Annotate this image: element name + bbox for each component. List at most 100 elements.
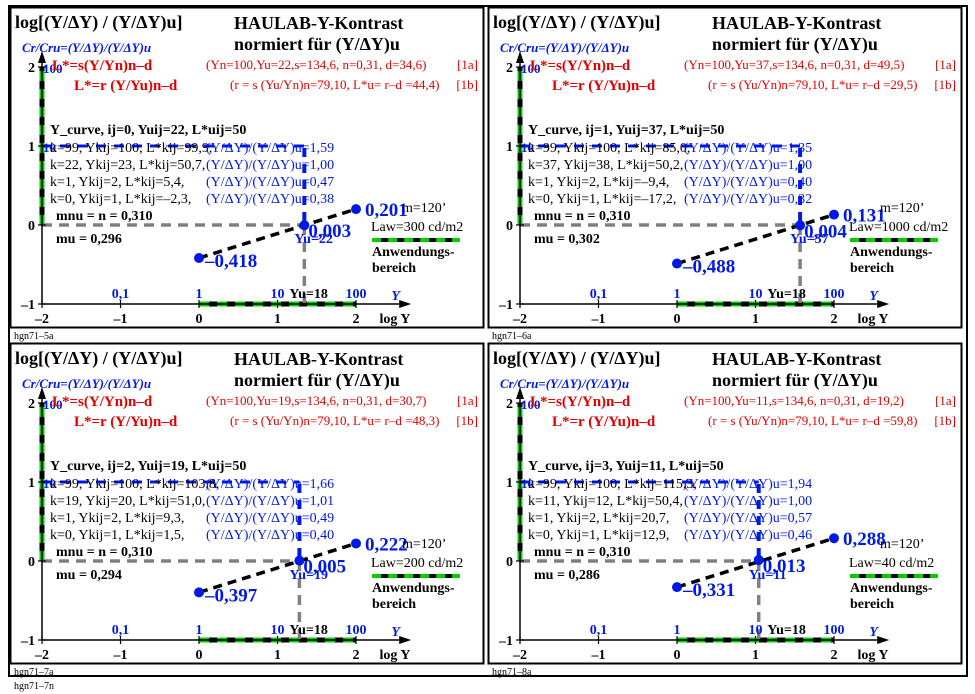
params-s: (Yn=100,Yu=37,s=134,6, n=0,31, d=49,5) bbox=[684, 57, 904, 72]
y-tick-label: 2 bbox=[28, 397, 35, 412]
angle-label: m=120’ bbox=[880, 537, 924, 552]
lstar-r-formula: L*=r (Y/Yu)n–d bbox=[74, 78, 178, 94]
yu-label: Yu=19 bbox=[289, 568, 328, 583]
x-tick-label: 2 bbox=[353, 648, 360, 663]
data-label-high: 0,131 bbox=[843, 206, 886, 227]
y-left-label: 100 bbox=[43, 397, 63, 412]
lin-tick-label: 1 bbox=[674, 287, 681, 302]
row-left-3: k=0, Ykij=1, L*kij=–17,2, bbox=[528, 192, 676, 207]
range-label-1: Anwendungs- bbox=[372, 581, 455, 596]
range-label-1: Anwendungs- bbox=[850, 245, 933, 260]
lstar-r-formula: L*=r (Y/Yu)n–d bbox=[552, 414, 656, 430]
curve-title: Y_curve, ij=3, Yuij=11, L*uij=50 bbox=[528, 459, 724, 474]
panel-border bbox=[9, 6, 485, 329]
row-left-3: k=0, Ykij=1, L*kij=12,9, bbox=[528, 528, 669, 543]
chart-title-2: normiert für (Y/ΔY)u bbox=[712, 370, 878, 391]
lstar-s-formula: L*=s(Y/Yn)n–d bbox=[52, 58, 153, 74]
data-label-center: 0,005 bbox=[303, 557, 346, 578]
y-tick-label: 0 bbox=[506, 219, 513, 234]
x-tick-label: 1 bbox=[752, 648, 759, 663]
row-right-2: (Y/ΔY)/(Y/ΔY)u=0,57 bbox=[684, 511, 812, 526]
tag-1b: [1b] bbox=[456, 77, 478, 92]
angle-label: m=120’ bbox=[402, 537, 446, 552]
row-left-3: k=0, Ykij=1, L*kij=–2,3, bbox=[50, 192, 191, 207]
x-tick-label: –1 bbox=[113, 648, 128, 663]
y-axis-title: log[(Y/ΔY) / (Y/ΔY)u] bbox=[15, 348, 183, 369]
luminance-label: Law=200 cd/m2 bbox=[371, 556, 463, 571]
row-right-1: (Y/ΔY)/(Y/ΔY)u=1,00 bbox=[206, 158, 334, 173]
data-label-center: 0,004 bbox=[804, 221, 847, 242]
row-left-0: k=99, Ykij=100, L*kij=103,8, bbox=[50, 477, 219, 492]
y-tick-label: –1 bbox=[20, 634, 35, 649]
y-symbol-label: Y bbox=[391, 289, 401, 304]
lin-tick-label: 10 bbox=[271, 287, 285, 302]
data-point-low bbox=[194, 253, 204, 264]
lin-tick-label: 1 bbox=[196, 287, 203, 302]
row-right-1: (Y/ΔY)/(Y/ΔY)u=1,01 bbox=[206, 494, 334, 509]
params-s: (Yn=100,Yu=11,s=134,6, n=0,31, d=19,2) bbox=[684, 393, 904, 408]
row-right-2: (Y/ΔY)/(Y/ΔY)u=0,47 bbox=[206, 175, 334, 190]
figure-frame bbox=[8, 5, 968, 677]
row-right-1: (Y/ΔY)/(Y/ΔY)u=1,00 bbox=[684, 158, 812, 173]
data-label-low: –0,488 bbox=[682, 257, 735, 278]
mnu-label: mnu = n = 0,310 bbox=[534, 209, 630, 224]
yu-label: Yu=22 bbox=[294, 232, 333, 247]
y-axis-arrow bbox=[38, 51, 46, 64]
lstar-s-formula: L*=s(Y/Yn)n–d bbox=[530, 394, 631, 410]
x-tick-label: –2 bbox=[34, 312, 49, 327]
data-point-high bbox=[351, 538, 361, 549]
y-tick-label: –1 bbox=[20, 298, 35, 313]
data-point-center bbox=[753, 554, 764, 565]
tag-1b: [1b] bbox=[934, 413, 956, 428]
luminance-label: Law=1000 cd/m2 bbox=[849, 220, 948, 235]
mnu-label: mnu = n = 0,310 bbox=[56, 209, 152, 224]
mu-label: mu = 0,294 bbox=[56, 568, 122, 583]
y-axis-title: log[(Y/ΔY) / (Y/ΔY)u] bbox=[15, 12, 183, 33]
lin-tick-label: 0,1 bbox=[590, 623, 608, 638]
params-r: (r = s (Yu/Yn)n=79,10, L*u= r–d =48,3) bbox=[230, 413, 440, 428]
data-label-high: 0,288 bbox=[843, 529, 886, 550]
range-label-1: Anwendungs- bbox=[850, 581, 933, 596]
x-axis-label: log Y bbox=[380, 312, 411, 327]
lstar-r-formula: L*=r (Y/Yu)n–d bbox=[74, 414, 178, 430]
row-right-3: (Y/ΔY)/(Y/ΔY)u=0,32 bbox=[684, 192, 812, 207]
range-label-1: Anwendungs- bbox=[372, 245, 455, 260]
contrast-ratio-label: Cr/Cru=(Y/ΔY)/(Y/ΔY)u bbox=[22, 40, 151, 55]
row-left-0: k=99, Ykij=100, L*kij=99,9, bbox=[50, 141, 212, 156]
y-tick-label: 0 bbox=[28, 219, 35, 234]
row-left-0: k=99, Ykij=100, L*kij=85,0, bbox=[528, 141, 690, 156]
row-left-1: k=37, Ykij=38, L*kij=50,2, bbox=[528, 158, 683, 173]
panel-id-2: hgn71–7a bbox=[14, 667, 54, 678]
tag-1a: [1a] bbox=[457, 393, 478, 408]
mu-label: mu = 0,296 bbox=[56, 232, 122, 247]
row-left-1: k=11, Ykij=12, L*kij=50,4, bbox=[528, 494, 683, 509]
footer-label: hgn71–7n bbox=[14, 681, 54, 692]
y-symbol-label: Y bbox=[869, 289, 879, 304]
x-axis-arrow bbox=[399, 300, 412, 308]
y-axis-arrow bbox=[38, 387, 46, 400]
data-point-low bbox=[194, 587, 204, 598]
range-label-2: bereich bbox=[850, 597, 894, 612]
x-tick-label: 2 bbox=[831, 312, 838, 327]
data-label-center: 0,013 bbox=[763, 556, 806, 577]
yu-label: Yu=11 bbox=[749, 568, 787, 583]
y-tick-label: 2 bbox=[506, 397, 513, 412]
luminance-label: Law=40 cd/m2 bbox=[849, 556, 934, 571]
y-axis-title: log[(Y/ΔY) / (Y/ΔY)u] bbox=[493, 12, 661, 33]
y-axis-arrow bbox=[516, 387, 524, 400]
chart-title-2: normiert für (Y/ΔY)u bbox=[234, 34, 400, 55]
data-point-center bbox=[299, 220, 310, 231]
x-tick-label: 2 bbox=[831, 648, 838, 663]
y-left-label: 100 bbox=[521, 397, 541, 412]
chart-title-1: HAULAB-Y-Kontrast bbox=[712, 349, 881, 369]
yu18-label: Yu=18 bbox=[289, 623, 328, 638]
contrast-ratio-label: Cr/Cru=(Y/ΔY)/(Y/ΔY)u bbox=[500, 376, 629, 391]
x-axis-arrow bbox=[877, 300, 890, 308]
data-label-high: 0,222 bbox=[365, 534, 408, 555]
lin-tick-label: 1 bbox=[196, 623, 203, 638]
tag-1b: [1b] bbox=[456, 413, 478, 428]
data-label-low: –0,397 bbox=[204, 585, 258, 606]
mu-label: mu = 0,286 bbox=[534, 568, 600, 583]
